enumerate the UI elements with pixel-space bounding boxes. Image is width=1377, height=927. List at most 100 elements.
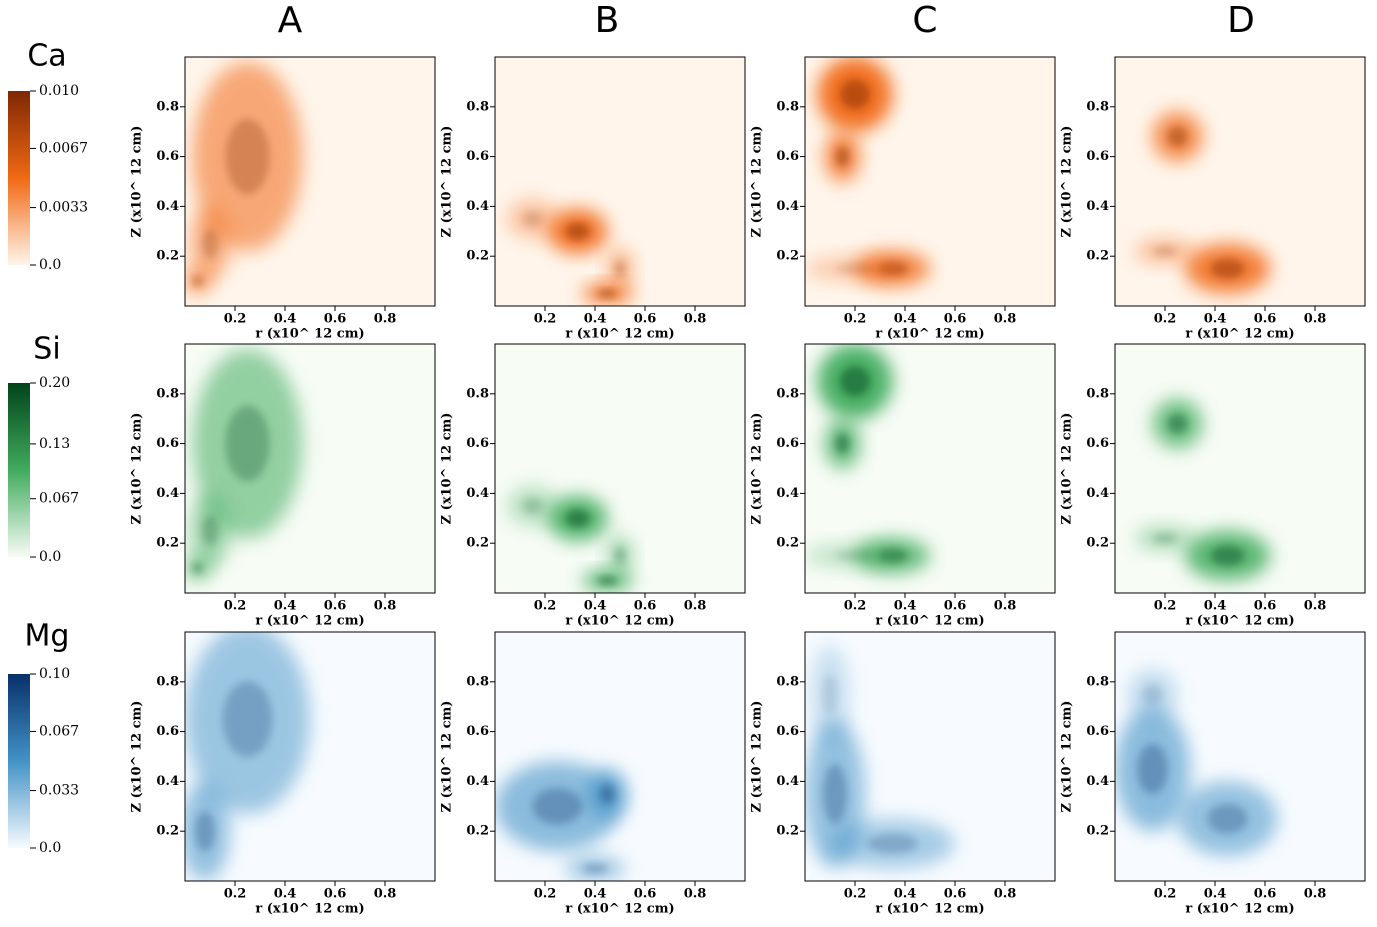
x-tick-label: 0.6 [944,887,967,902]
heatmap [1135,111,1270,294]
colorbar-tick-label: 0.067 [39,723,79,739]
y-tick-label: 0.6 [156,436,179,451]
x-tick-label: 0.2 [844,599,867,614]
heat-core [565,222,590,241]
y-tick-label: 0.8 [1086,99,1109,114]
x-axis-label: r (x10^ 12 cm) [565,327,674,342]
x-tick-label: 0.2 [844,312,867,327]
x-tick-label: 0.8 [994,312,1017,327]
element-label: Ca [27,39,66,74]
x-axis-label: r (x10^ 12 cm) [1185,327,1294,342]
heat-core [599,783,616,804]
x-tick-label: 0.6 [634,887,657,902]
panel-frame [494,631,746,882]
x-tick-label: 0.6 [944,599,967,614]
x-tick-label: 0.6 [324,312,347,327]
heat-core [867,833,918,854]
y-axis-label: Z (x10^ 12 cm) [750,413,765,525]
panel-frame [804,56,1056,307]
x-tick-label: 0.4 [274,599,297,614]
y-tick-label: 0.4 [466,486,489,501]
panel-frame [184,631,436,882]
x-tick-label: 0.8 [994,887,1017,902]
panel-frame [494,56,746,307]
y-tick-label: 0.6 [776,436,799,451]
y-axis-label: Z (x10^ 12 cm) [750,701,765,813]
y-tick-label: 0.2 [156,536,179,551]
heat-core [522,497,543,514]
x-tick-label: 0.2 [224,599,247,614]
heat-core [195,811,215,852]
x-tick-label: 0.2 [224,312,247,327]
heat-core [835,433,850,454]
heat-core [840,366,870,397]
x-tick-label: 0.4 [1204,887,1227,902]
y-tick-label: 0.2 [156,824,179,839]
heat-core [1167,413,1188,434]
x-tick-label: 0.4 [584,312,607,327]
heat-core [1210,258,1245,279]
y-tick-label: 0.8 [776,674,799,689]
colorbar-tick-label: 0.0033 [39,200,88,216]
x-tick-label: 0.6 [324,599,347,614]
element-label: Mg [25,619,70,654]
x-tick-label: 0.6 [634,312,657,327]
heat-core [1142,684,1163,705]
column-label: D [1227,0,1255,41]
heat-core [1153,533,1177,544]
x-tick-label: 0.8 [684,312,707,327]
heatmap [805,344,930,574]
heatmap [185,61,303,294]
x-tick-label: 0.8 [374,312,397,327]
panel-frame [1114,631,1366,882]
y-axis-label: Z (x10^ 12 cm) [1060,126,1075,238]
x-tick-label: 0.4 [1204,599,1227,614]
x-axis-label: r (x10^ 12 cm) [255,327,364,342]
y-tick-label: 0.2 [156,249,179,264]
y-axis-label: Z (x10^ 12 cm) [130,701,145,813]
y-tick-label: 0.6 [156,724,179,739]
heat-core [583,863,607,874]
heat-core [225,118,270,195]
heat-core [597,289,618,298]
y-tick-label: 0.6 [156,149,179,164]
panel-frame [184,343,436,594]
heatmap [507,198,633,304]
x-tick-label: 0.6 [1254,887,1277,902]
heatmap [1135,398,1270,581]
x-tick-label: 0.4 [894,312,917,327]
y-axis-label: Z (x10^ 12 cm) [130,126,145,238]
y-tick-label: 0.2 [776,824,799,839]
heat-core [192,276,203,287]
heatmap [507,485,633,591]
heat-core [615,260,625,277]
y-tick-label: 0.8 [156,99,179,114]
x-axis-label: r (x10^ 12 cm) [565,902,674,917]
x-tick-label: 0.8 [994,599,1017,614]
x-tick-label: 0.2 [534,599,557,614]
x-tick-label: 0.2 [1154,312,1177,327]
x-tick-label: 0.4 [894,599,917,614]
heat-core [1153,246,1177,257]
y-tick-label: 0.2 [466,824,489,839]
colorbar-tick-label: 0.0 [39,549,61,565]
heat-core [597,576,618,585]
colorbar-tick-label: 0.0 [39,257,61,273]
y-tick-label: 0.4 [466,199,489,214]
x-tick-label: 0.6 [324,887,347,902]
heat-core [222,681,273,757]
y-tick-label: 0.4 [776,774,799,789]
x-tick-label: 0.8 [684,599,707,614]
heat-core [1207,803,1248,834]
column-label: B [595,0,620,41]
y-tick-label: 0.8 [1086,386,1109,401]
y-axis-label: Z (x10^ 12 cm) [750,126,765,238]
colorbar-tick-label: 0.0 [39,840,61,856]
x-axis-label: r (x10^ 12 cm) [255,902,364,917]
y-tick-label: 0.2 [776,249,799,264]
y-tick-label: 0.4 [466,774,489,789]
x-tick-label: 0.2 [844,887,867,902]
heat-core [840,79,870,110]
y-tick-label: 0.4 [776,486,799,501]
y-tick-label: 0.8 [466,386,489,401]
